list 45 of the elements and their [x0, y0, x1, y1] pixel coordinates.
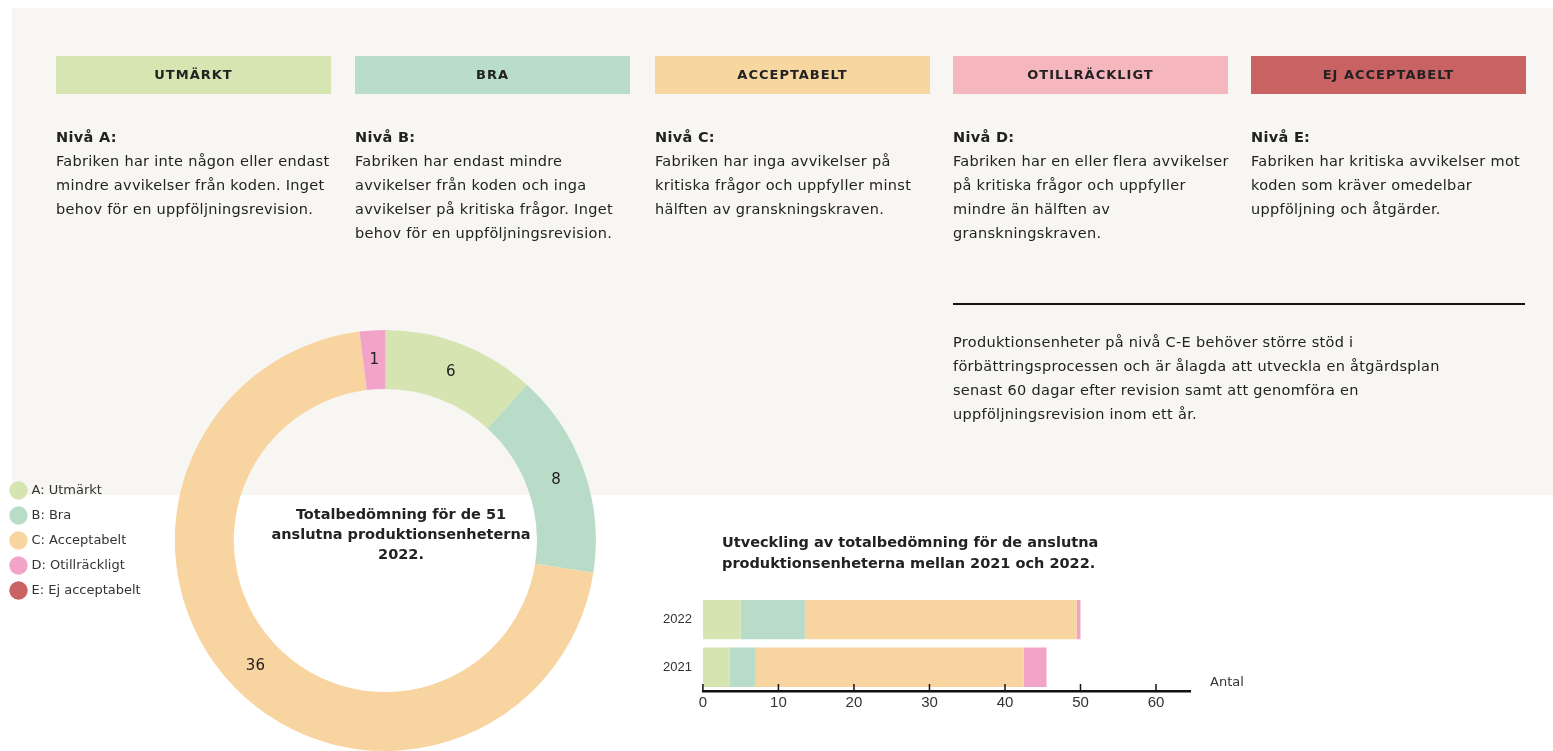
x-tick-label: 30 — [921, 693, 938, 711]
legend-label: A: Utmärkt — [31, 481, 102, 497]
bar — [755, 647, 1024, 687]
x-tick-label: 40 — [996, 693, 1014, 711]
bar — [702, 599, 741, 640]
text: UTMÄRKT — [56, 56, 331, 94]
chart-title: Utveckling av totalbedömning för de anslutna produktionsenheterna mellan 2021 och 2022. — [722, 533, 1100, 573]
text: Nivå D: — [953, 128, 1016, 147]
bar — [804, 599, 1077, 640]
bar — [1076, 599, 1081, 640]
bar — [1023, 647, 1047, 687]
text: Fabriken har inte någon eller endast mindre avvikelser från koden. Inget behov för en uppföljningsrevision. — [56, 153, 330, 217]
text: Totalbedömning för de 51 anslutna produktionsenheterna 2022. — [270, 505, 532, 564]
legend-label: D: Otillräckligt — [31, 556, 125, 572]
text: EJ ACCEPTABELT — [1251, 56, 1526, 94]
text: Nivå C: — [655, 128, 716, 147]
x-tick-label: 0 — [698, 693, 708, 711]
data-label: 8 — [551, 470, 561, 489]
data-label: 36 — [245, 656, 265, 675]
text: Nivå A: — [56, 128, 118, 147]
text: BRA — [355, 56, 630, 94]
text: ACCEPTABELT — [655, 56, 930, 94]
x-tick-label: 60 — [1147, 693, 1165, 711]
x-tick-label: 50 — [1072, 693, 1089, 711]
text: Fabriken har endast mindre avvikelser från koden och inga avvikelser på kritiska frågor. Inget behov för en uppföljningsrevision. — [355, 153, 613, 241]
bar — [702, 647, 730, 687]
text: Fabriken har en eller flera avvikelser på kritiska frågor och uppfyller mindre än hälften av granskningskraven. — [953, 153, 1229, 241]
x-tick-label: 10 — [770, 693, 787, 711]
text: Nivå E: — [1251, 128, 1312, 147]
text: OTILLRÄCKLIGT — [953, 56, 1228, 94]
y-tick-label: 2022 — [663, 611, 692, 627]
y-tick-label: 2021 — [663, 658, 692, 674]
x-axis-title: Antal — [1210, 673, 1244, 689]
bar — [740, 599, 805, 640]
x-tick-label: 20 — [845, 693, 863, 711]
legend-label: E: Ej acceptabelt — [31, 581, 141, 597]
legend-label: B: Bra — [31, 506, 72, 522]
text: Fabriken har inga avvikelser på kritiska frågor och uppfyller minst hälften av granskningskraven. — [655, 153, 912, 217]
bar — [729, 647, 756, 687]
legend-label: C: Acceptabelt — [31, 531, 127, 547]
data-label: 1 — [369, 349, 379, 368]
data-label: 6 — [445, 361, 456, 380]
text: Nivå B: — [355, 128, 417, 147]
text: Fabriken har kritiska avvikelser mot koden som kräver omedelbar uppföljning och åtgärder. — [1251, 153, 1521, 217]
text: Produktionsenheter på nivå C-E behöver större stöd i förbättringsprocessen och är ålagda att utveckla en åtgärdsplan senast 60 dagar efter revision samt att genomföra en uppföljningsrevision inom ett år. — [953, 333, 1441, 424]
